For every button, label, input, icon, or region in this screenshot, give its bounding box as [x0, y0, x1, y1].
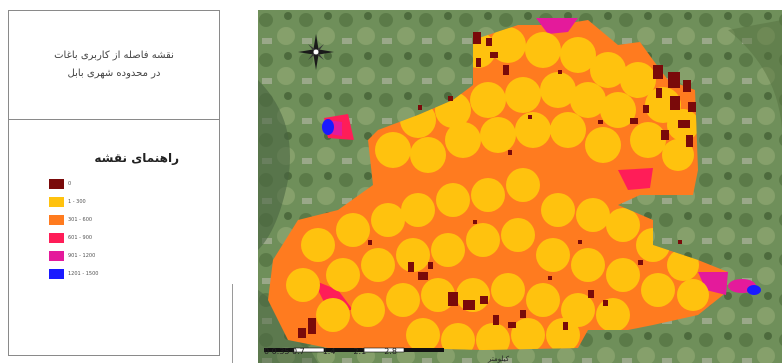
legend-panel: نقشه فاصله از کاربری باغات در محدوده شهر… — [8, 10, 220, 356]
map-title-line-2: در محدوده شهری بابل — [67, 68, 161, 79]
legend-swatch — [49, 179, 64, 189]
legend-swatch — [49, 215, 64, 225]
legend-swatch — [49, 197, 64, 207]
divider-line — [232, 284, 233, 363]
legend-label: 0 — [68, 181, 72, 187]
legend-title: راهنمای نقشه — [94, 151, 179, 165]
legend-item: 301 - 600 — [49, 215, 92, 225]
scale-bar — [264, 347, 444, 353]
scale-label: 1.4 — [322, 347, 336, 356]
legend-item: 901 - 1200 — [49, 251, 95, 261]
distance-zone-magenta — [536, 18, 578, 34]
legend-label: 301 - 600 — [68, 217, 93, 223]
legend-swatch — [49, 251, 64, 261]
legend-item: 0 — [49, 179, 71, 189]
legend-label: 1 - 300 — [68, 199, 86, 205]
distance-zone-yellow — [286, 27, 709, 350]
distance-zone-magenta — [698, 272, 728, 295]
forest-patch — [728, 20, 782, 130]
distance-zone-blue — [322, 119, 334, 135]
map-canvas — [258, 10, 782, 363]
legend-item: 601 - 900 — [49, 233, 92, 243]
map-title-line-1: نقشه فاصله از کاربری باغات — [54, 50, 174, 61]
legend-item: 1 - 300 — [49, 197, 86, 207]
legend-swatch — [49, 269, 64, 279]
scale-labels: 0 0.35 0.7 1.4 2.1 2.8 — [264, 347, 415, 356]
scale-label: 0 0.35 0.7 — [264, 347, 305, 356]
legend-label: 1201 - 1500 — [68, 271, 99, 277]
legend-item: 1201 - 1500 — [49, 269, 98, 279]
legend-label: 901 - 1200 — [68, 253, 96, 259]
north-arrow-icon — [298, 34, 334, 70]
scale-unit: کیلومتر — [488, 355, 510, 363]
map-title-box: نقشه فاصله از کاربری باغات در محدوده شهر… — [9, 11, 219, 120]
forest-patch — [258, 80, 290, 250]
scale-label: 2.8 — [384, 347, 397, 356]
distance-zone-pink — [618, 168, 653, 190]
legend-swatch — [49, 233, 64, 243]
scale-label: 2.1 — [353, 347, 367, 356]
distance-zone-blue — [747, 285, 761, 295]
map-frame[interactable]: 0 0.35 0.7 1.4 2.1 2.8 کیلومتر — [258, 10, 782, 363]
legend-label: 601 - 900 — [68, 235, 93, 241]
garden-patches — [298, 32, 696, 338]
